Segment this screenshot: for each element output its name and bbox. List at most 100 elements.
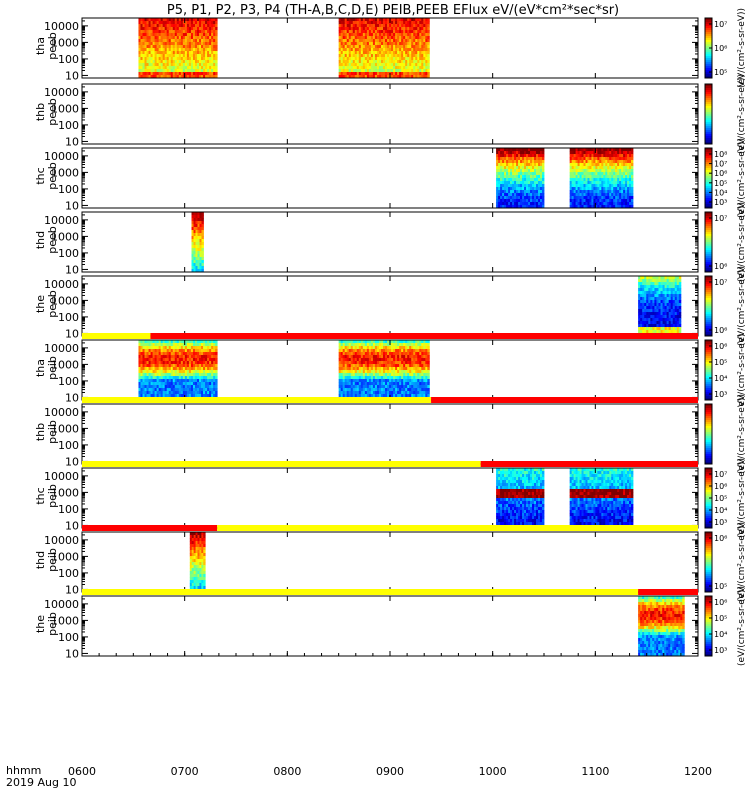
spectrogram-cell bbox=[679, 321, 681, 324]
y-tick-label: 10 bbox=[65, 135, 79, 148]
panel-frame bbox=[82, 84, 698, 144]
spectrogram-cell bbox=[215, 373, 217, 376]
y-axis-label-product: peeb bbox=[46, 226, 59, 254]
colorbar-tick-label: 10⁵ bbox=[714, 179, 727, 188]
y-tick-label: 10000 bbox=[44, 20, 79, 33]
spectrogram-cell bbox=[542, 151, 544, 154]
spectrogram-cell bbox=[215, 30, 217, 33]
data-block bbox=[638, 276, 681, 336]
spectrogram-cell bbox=[201, 254, 203, 257]
spectrogram-cell bbox=[427, 30, 429, 33]
colorbar-tick-label: 10⁶ bbox=[714, 326, 727, 335]
spectrogram-cell bbox=[631, 202, 633, 205]
spectrogram-cell bbox=[427, 42, 429, 45]
y-tick-label: 10 bbox=[65, 199, 79, 212]
spectrogram-cell bbox=[215, 385, 217, 388]
spectrogram-cell bbox=[215, 33, 217, 36]
spectrogram-cell bbox=[631, 163, 633, 166]
spectrogram-cell bbox=[201, 245, 203, 248]
spectrogram-cell bbox=[679, 285, 681, 288]
spectrogram-cell bbox=[215, 349, 217, 352]
spectrogram-cell bbox=[542, 178, 544, 181]
spectrogram-cell bbox=[427, 57, 429, 60]
spectrogram-cell bbox=[631, 199, 633, 202]
spectrogram-cell bbox=[215, 54, 217, 57]
spectrogram-cell bbox=[679, 294, 681, 297]
spectrogram-cell bbox=[542, 196, 544, 199]
colorbar-tick-label: 10⁸ bbox=[714, 150, 727, 159]
spectrogram-cell bbox=[679, 288, 681, 291]
spectrogram-cell bbox=[631, 166, 633, 169]
spectrogram-cell bbox=[215, 376, 217, 379]
colorbar-tick-label: 10⁶ bbox=[714, 44, 727, 53]
spectrogram-cell bbox=[542, 190, 544, 193]
colorbar-tick-label: 10⁷ bbox=[714, 160, 727, 169]
spectrogram-cell bbox=[215, 48, 217, 51]
spectrogram-cell bbox=[631, 175, 633, 178]
y-tick-label: 100 bbox=[58, 247, 79, 260]
colorbar-tick-label: 10⁷ bbox=[714, 278, 727, 287]
spectrogram-cell bbox=[215, 358, 217, 361]
y-tick-label: 10000 bbox=[44, 214, 79, 227]
panel-frame bbox=[82, 212, 698, 272]
spectrogram-cell bbox=[542, 199, 544, 202]
chart-title: P5, P1, P2, P3, P4 (TH-A,B,C,D,E) PEIB,P… bbox=[167, 3, 619, 18]
colorbar-tick-label: 10⁶ bbox=[714, 169, 727, 178]
spectrogram-cell bbox=[679, 315, 681, 318]
spectrogram-cell bbox=[679, 306, 681, 309]
spectrogram-cell bbox=[542, 202, 544, 205]
colorbar-tick-label: 10⁶ bbox=[714, 262, 727, 271]
spectrogram-cell bbox=[542, 184, 544, 187]
spectrogram-cell bbox=[631, 172, 633, 175]
spectrogram-cell bbox=[215, 367, 217, 370]
spectrogram-cell bbox=[631, 148, 633, 151]
spectrogram-cell bbox=[679, 324, 681, 327]
spectrogram-cell bbox=[201, 218, 203, 221]
y-tick-label: 100 bbox=[58, 311, 79, 324]
colorbar-tick-label: 10⁴ bbox=[714, 188, 727, 197]
spectrogram-cell bbox=[215, 24, 217, 27]
data-block bbox=[192, 212, 204, 272]
spectrogram-cell bbox=[215, 36, 217, 39]
quality-bar-red bbox=[150, 333, 698, 339]
spectrogram-cell bbox=[215, 57, 217, 60]
y-axis-label-product: peeb bbox=[46, 98, 59, 126]
spectrogram-cell bbox=[215, 364, 217, 367]
colorbar-tick-label: 10⁷ bbox=[714, 20, 727, 29]
spectrogram-cell bbox=[679, 276, 681, 279]
y-tick-label: 100 bbox=[58, 53, 79, 66]
spectrogram-cell bbox=[631, 178, 633, 181]
y-tick-label: 10 bbox=[65, 69, 79, 82]
spectrogram-cell bbox=[542, 169, 544, 172]
y-tick-label: 10 bbox=[65, 263, 79, 276]
spectrogram-cell bbox=[427, 18, 429, 21]
spectrogram-cell bbox=[215, 27, 217, 30]
spectrogram-cell bbox=[542, 163, 544, 166]
spectrogram-cell bbox=[427, 33, 429, 36]
spectrogram-cell bbox=[542, 193, 544, 196]
spectrogram-cell bbox=[427, 24, 429, 27]
spectrogram-cell bbox=[542, 172, 544, 175]
spectrogram-cell bbox=[427, 72, 429, 75]
spectrogram-cell bbox=[631, 151, 633, 154]
y-tick-label: 10000 bbox=[44, 278, 79, 291]
spectrogram-cell bbox=[201, 263, 203, 266]
spectrogram-cell bbox=[679, 330, 681, 333]
spectrogram-cell bbox=[201, 233, 203, 236]
spectrogram-cell bbox=[679, 318, 681, 321]
spectrogram-cell bbox=[201, 224, 203, 227]
spectrogram-cell bbox=[201, 230, 203, 233]
spectrogram-cell bbox=[201, 248, 203, 251]
data-block bbox=[138, 340, 217, 400]
spectrogram-cell bbox=[215, 42, 217, 45]
spectrogram-cell bbox=[679, 303, 681, 306]
spectrogram-cell bbox=[542, 160, 544, 163]
spectrogram-cell bbox=[542, 148, 544, 151]
spectrogram-cell bbox=[215, 39, 217, 42]
spectrogram-cell bbox=[215, 361, 217, 364]
spectrogram-cell bbox=[215, 60, 217, 63]
